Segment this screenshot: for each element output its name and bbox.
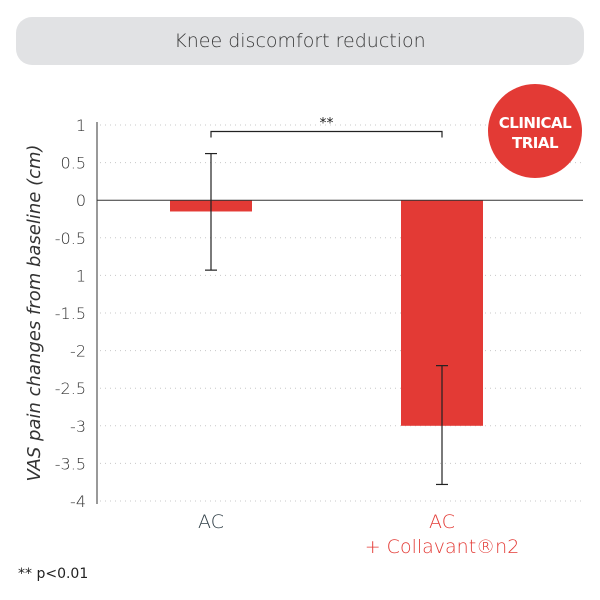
y-tick-label: 0	[76, 191, 86, 210]
chart-title: Knee discomfort reduction	[174, 30, 426, 52]
y-tick-label: -3.5	[55, 454, 86, 473]
x-category-label: + Collavant®n2	[365, 536, 520, 558]
y-tick-label: -2	[70, 342, 86, 361]
y-tick-label: 0.5	[61, 154, 86, 173]
x-category-label: AC	[198, 511, 224, 533]
y-tick-label: 1	[76, 266, 86, 285]
chart-title-bar: Knee discomfort reduction	[16, 17, 584, 65]
clinical-trial-badge	[488, 84, 582, 178]
significance-bracket	[210, 130, 443, 138]
badge-text: CLINICAL	[499, 114, 572, 132]
footnote: ** p<0.01	[18, 566, 89, 582]
y-tick-label: -4	[70, 492, 86, 511]
y-tick-label: -1.5	[55, 304, 86, 323]
y-tick-label: -2.5	[55, 379, 86, 398]
significance-label: **	[320, 116, 334, 132]
y-tick-label: 1	[76, 116, 86, 135]
y-tick-label: -0.5	[55, 229, 86, 248]
y-axis-label: VAS pain changes from baseline (cm)	[24, 144, 45, 481]
y-tick-label: -3	[70, 417, 86, 436]
x-category-label: AC	[429, 511, 455, 533]
badge-text: TRIAL	[512, 134, 559, 152]
